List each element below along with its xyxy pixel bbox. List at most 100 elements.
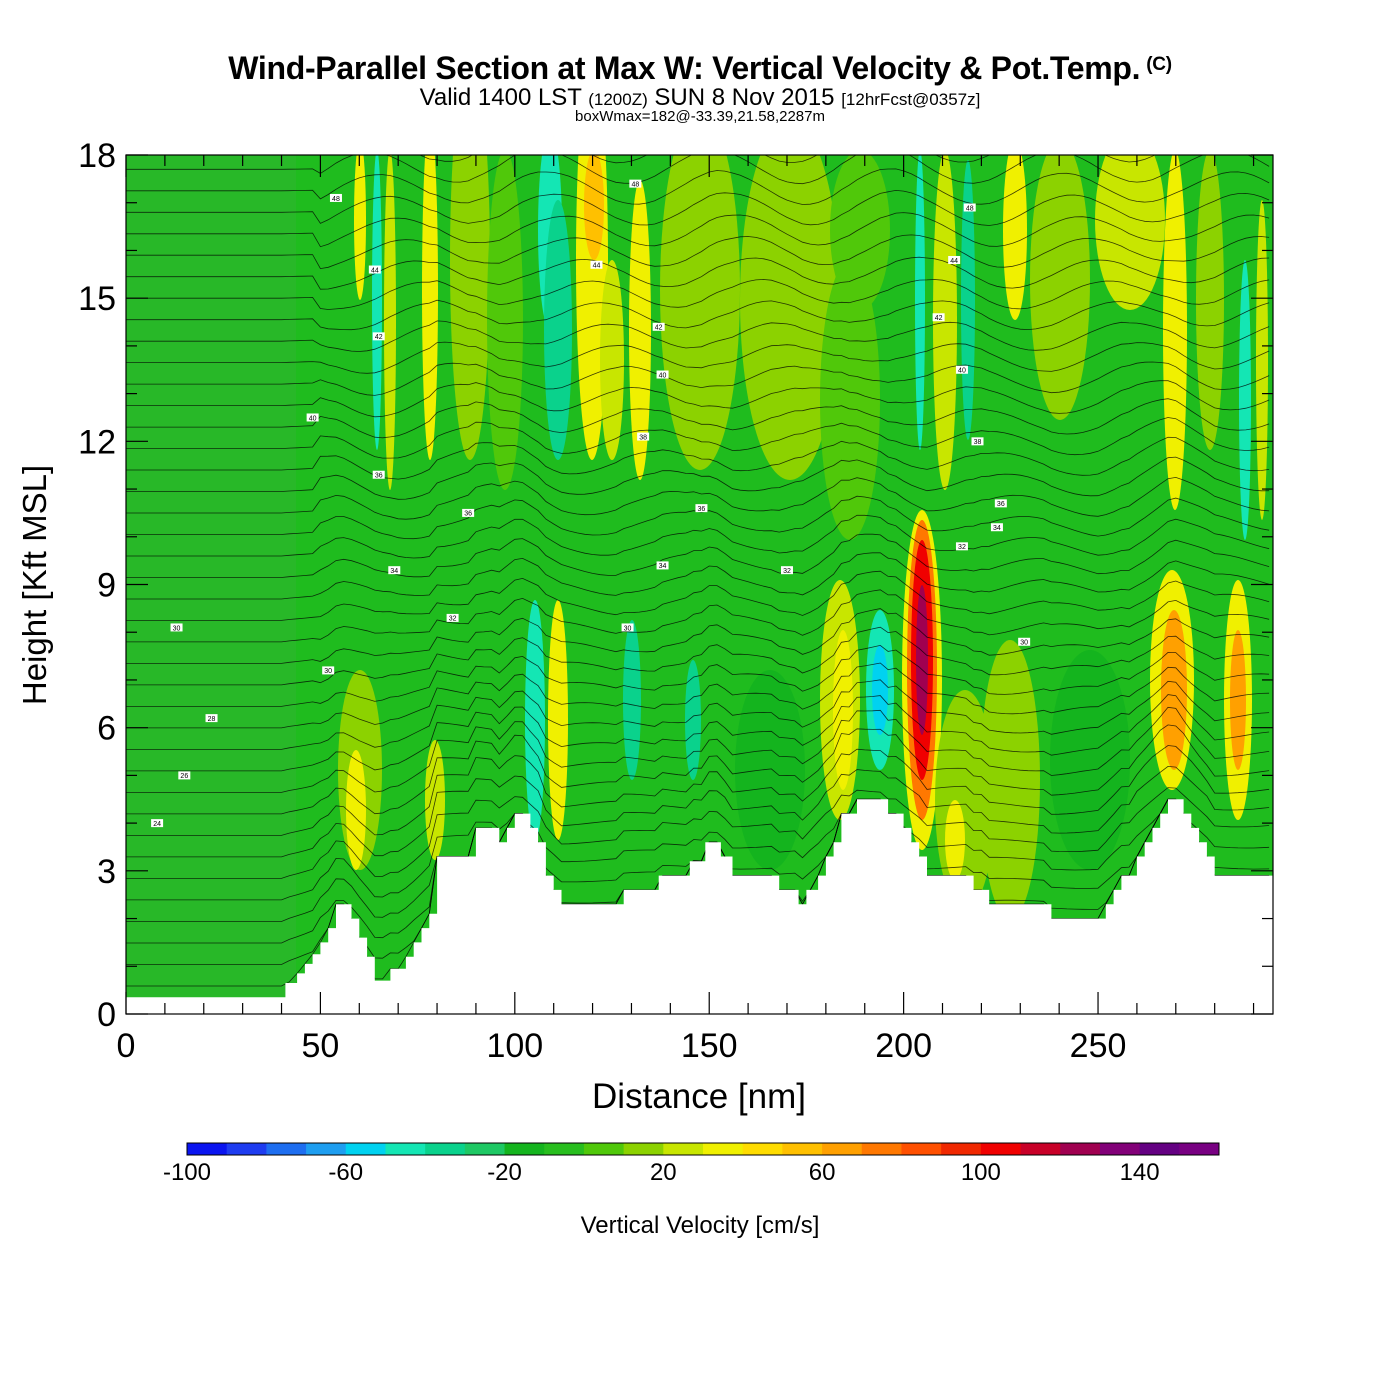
contour-label: 24: [153, 821, 161, 828]
contour-label-bg: [990, 523, 1003, 532]
y-tick-label: 12: [78, 423, 116, 461]
band-downdraft-6b: [544, 200, 572, 460]
contour-label: 36: [997, 501, 1005, 508]
theta-contour-line: [126, 256, 1270, 290]
copyright-mark: (C): [1146, 54, 1172, 75]
contour-label-bg: [637, 432, 650, 441]
band-updraft-7-core: [584, 155, 604, 260]
colorbar-tick-label: -60: [328, 1159, 363, 1186]
theta-contour-line: [126, 706, 1270, 793]
colorbar-segment: [226, 1143, 267, 1155]
contour-label-bg: [994, 499, 1007, 508]
theta-contour-line: [126, 341, 1270, 374]
contour-label: 30: [173, 625, 181, 632]
x-tick-label: 100: [486, 1027, 543, 1065]
band-updraft-3: [422, 155, 438, 460]
theta-contour-line: [126, 798, 1270, 922]
theta-contour-line: [126, 476, 1270, 520]
theta-contour-line: [126, 679, 1270, 750]
theta-contour-line: [126, 361, 1270, 396]
theta-contour-line: [126, 168, 1270, 205]
contour-label-bg: [388, 566, 401, 575]
low-downdraft-9-core: [872, 645, 888, 735]
colorbar-segment: [583, 1143, 625, 1155]
band-light-23: [1256, 200, 1268, 520]
theta-contour-line: [126, 765, 1270, 858]
theta-contour-line: [126, 724, 1270, 815]
theta-contour-line: [126, 662, 1270, 729]
contour-label-bg: [1018, 637, 1031, 646]
colorbar-segment: [980, 1143, 1021, 1155]
contour-label-bg: [652, 322, 665, 331]
contour-label: 36: [464, 511, 472, 518]
theta-contour-line: [126, 299, 1270, 331]
contour-label: 42: [375, 334, 383, 341]
colorbar-segment: [1020, 1143, 1061, 1155]
x-axis-label: Distance [nm]: [592, 1077, 806, 1116]
colorbar-segment: [822, 1143, 863, 1155]
band-light-8: [600, 260, 624, 460]
contour-label: 44: [593, 263, 601, 270]
y-tick-label: 15: [78, 280, 116, 318]
theta-contour-line: [126, 212, 1270, 248]
theta-contour-line: [126, 745, 1270, 836]
contour-label-bg: [306, 413, 319, 422]
low-updraft-4: [548, 600, 568, 840]
contour-label-bg: [780, 566, 793, 575]
contour-label-bg: [590, 260, 603, 269]
colorbar-segment: [1139, 1143, 1180, 1155]
band-updraft-9: [629, 180, 651, 480]
x-tick-label: 50: [301, 1027, 339, 1065]
band-light-10: [660, 155, 740, 470]
band-light-19: [1095, 155, 1165, 310]
colorbar-segment: [703, 1143, 744, 1155]
contour-label: 40: [659, 372, 667, 379]
x-tick-label: 250: [1070, 1027, 1127, 1065]
band-downdraft-16: [961, 160, 975, 440]
chart-title: Wind-Parallel Section at Max W: Vertical…: [0, 50, 1400, 87]
colorbar-segment: [306, 1143, 347, 1155]
contour-label-bg: [656, 370, 669, 379]
theta-contour-line: [126, 644, 1270, 707]
theta-contour-line: [126, 570, 1270, 621]
y-tick-label: 9: [97, 567, 116, 605]
theta-contour-line: [126, 787, 1270, 879]
contour-label-bg: [368, 265, 381, 274]
theta-contour-line: [126, 279, 1270, 310]
band-updraft-20: [1163, 155, 1187, 510]
contour-label: 30: [324, 668, 332, 675]
contour-label-bg: [170, 623, 183, 632]
contour-label-bg: [656, 561, 669, 570]
colorbar-segment: [425, 1143, 466, 1155]
contour-label: 48: [631, 181, 639, 188]
contour-label: 44: [950, 258, 958, 265]
theta-contour-line: [126, 798, 1270, 901]
low-updraft-1: [346, 750, 366, 870]
colorbar-segment: [742, 1143, 783, 1155]
band-light-21: [1196, 155, 1224, 450]
colorbar-segment: [1060, 1143, 1101, 1155]
low-updraft-14-inner: [1230, 630, 1246, 770]
colorbar-segment: [266, 1143, 307, 1155]
band-light-12: [820, 260, 880, 540]
contour-label: 26: [180, 773, 188, 780]
contour-label-bg: [372, 470, 385, 479]
band-light-11: [740, 155, 840, 480]
colorbar: -100 -60 -20 20 60 100 140: [163, 1142, 1220, 1186]
theta-contour-line: [126, 380, 1270, 418]
y-tick-label: 18: [78, 137, 116, 175]
theta-contour-line: [126, 456, 1270, 500]
contour-label-bg: [955, 365, 968, 374]
band-downdraft-14: [915, 155, 925, 450]
low-light-11: [980, 640, 1040, 920]
contour-label-bg: [971, 437, 984, 446]
colorbar-segment: [782, 1143, 823, 1155]
theta-contour-line: [126, 189, 1270, 226]
contour-label-bg: [372, 332, 385, 341]
contour-label-bg: [205, 714, 218, 723]
contour-label: 34: [390, 568, 398, 575]
theta-contour-line: [126, 155, 1270, 185]
theta-contour-line: [126, 694, 1270, 772]
colorbar-segment: [1099, 1143, 1141, 1155]
